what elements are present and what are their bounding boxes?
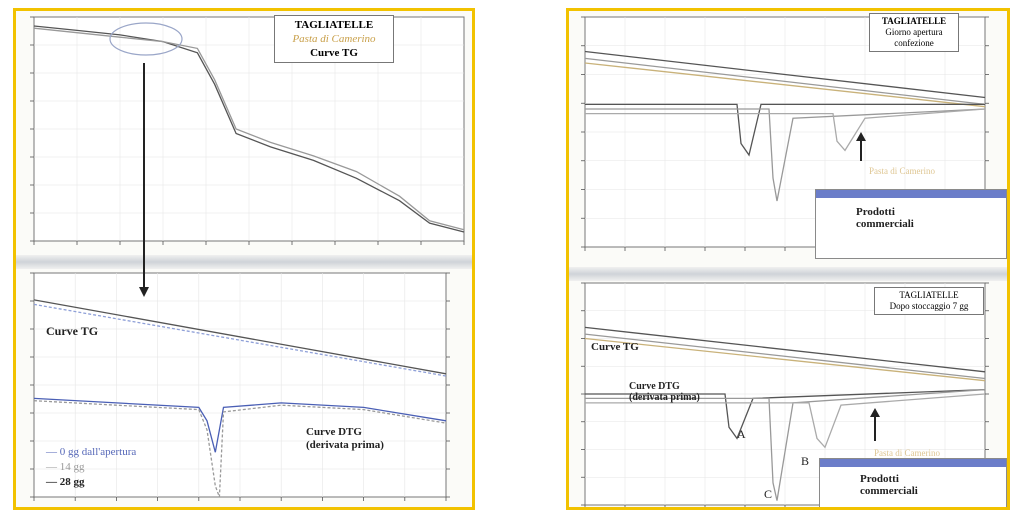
peak-a-label: A: [737, 427, 746, 441]
right-figure: TAGLIATELLE Giorno apertura confezione P…: [566, 8, 1010, 510]
legend-label: Prodotti: [860, 473, 899, 485]
panel-separator: [569, 267, 1007, 281]
dtg-line: (derivata prima): [306, 439, 384, 451]
title-line: Curve TG: [310, 47, 358, 59]
series-line: [585, 388, 986, 501]
legend-label: Prodotti: [856, 206, 895, 218]
legend-titlebar: [820, 459, 1006, 467]
legend-label: commerciali: [860, 485, 918, 497]
dtg-line: (derivata prima): [629, 392, 700, 403]
series-line: [584, 62, 986, 108]
right-bottom-title-box: TAGLIATELLE Dopo stoccaggio 7 gg: [874, 287, 984, 315]
title-line: Dopo stoccaggio 7 gg: [889, 301, 969, 311]
legend-item: — 0 gg dall'apertura: [46, 446, 137, 458]
arrow-head: [139, 287, 149, 297]
left-legend: — 0 gg dall'apertura — 14 gg — 28 gg: [46, 445, 136, 490]
legend-item: — 14 gg: [46, 461, 85, 473]
legend-label: commerciali: [856, 218, 914, 230]
left-top-title-box: TAGLIATELLE Pasta di Camerino Curve TG: [274, 15, 394, 63]
peak-c-label: C: [764, 487, 773, 501]
arrow-head: [856, 132, 866, 141]
series-line: [33, 25, 465, 233]
left-bottom-chart: [30, 63, 450, 501]
series-line: [584, 337, 986, 382]
legend-item: — 28 gg: [46, 476, 85, 488]
title-line: TAGLIATELLE: [899, 290, 959, 300]
title-line: Giorno apertura: [885, 27, 943, 37]
zoom-ellipse: [109, 22, 183, 56]
right-bottom-chart: [581, 282, 989, 507]
curve-dtg-label: Curve DTG (derivata prima): [629, 381, 700, 403]
legend-label: 28 gg: [59, 476, 85, 488]
curve-dtg-label: Curve DTG (derivata prima): [306, 426, 384, 452]
legend-titlebar: [816, 190, 1006, 198]
series-line: [585, 108, 986, 152]
title-line: Pasta di Camerino: [292, 33, 376, 45]
pasta-label: Pasta di Camerino: [874, 448, 940, 458]
series-line: [585, 103, 985, 157]
legend-label: 0 gg dall'apertura: [59, 446, 137, 458]
arrow-head: [870, 408, 880, 417]
dtg-line: Curve DTG: [306, 426, 362, 438]
curve-tg-label: Curve TG: [46, 324, 99, 338]
series-line: [585, 388, 986, 440]
right-top-legend: Prodotti commerciali: [815, 189, 1007, 259]
series-line: [584, 333, 986, 380]
title-line: TAGLIATELLE: [881, 16, 947, 26]
curve-tg-label: Curve TG: [591, 341, 639, 353]
series-line: [585, 108, 986, 202]
right-top-title-box: TAGLIATELLE Giorno apertura confezione: [869, 13, 959, 52]
series-line: [584, 57, 986, 106]
panel-separator: [16, 255, 472, 269]
series-line: [584, 50, 986, 99]
series-line: [585, 393, 986, 449]
legend-label: 14 gg: [59, 461, 85, 473]
title-line: confezione: [894, 38, 934, 48]
series-line: [584, 326, 986, 373]
dtg-line: Curve DTG: [629, 381, 680, 392]
series-line: [33, 27, 465, 231]
series-line: [33, 397, 447, 453]
peak-b-label: B: [801, 454, 810, 468]
right-bottom-legend: Prodotti commerciali: [819, 458, 1007, 507]
pasta-label: Pasta di Camerino: [869, 166, 935, 176]
left-figure: TAGLIATELLE Pasta di Camerino Curve TG C…: [13, 8, 475, 510]
title-line: TAGLIATELLE: [294, 19, 374, 31]
series-line: [33, 299, 447, 375]
